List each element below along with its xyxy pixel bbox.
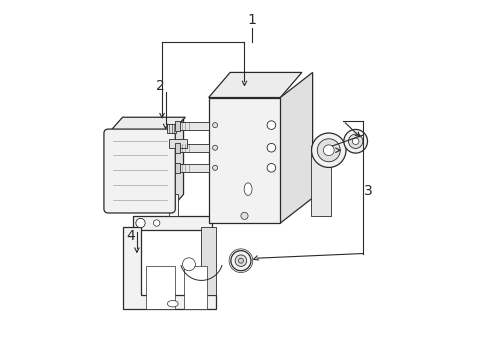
Text: 3: 3 — [363, 184, 372, 198]
Circle shape — [317, 139, 340, 162]
Circle shape — [348, 134, 362, 148]
Bar — [183, 266, 206, 309]
Circle shape — [238, 258, 243, 263]
Bar — [174, 121, 180, 131]
Bar — [133, 216, 212, 230]
Circle shape — [241, 212, 247, 220]
Circle shape — [136, 219, 145, 228]
Circle shape — [153, 220, 160, 226]
Bar — [174, 163, 180, 173]
Circle shape — [352, 138, 358, 144]
Circle shape — [182, 258, 195, 271]
Circle shape — [230, 251, 250, 271]
Circle shape — [212, 145, 217, 150]
Polygon shape — [208, 72, 301, 98]
Circle shape — [212, 165, 217, 170]
Bar — [310, 147, 330, 216]
Text: 2: 2 — [156, 79, 164, 93]
Bar — [208, 98, 280, 223]
Bar — [311, 145, 319, 156]
Circle shape — [235, 255, 246, 266]
Bar — [167, 125, 176, 134]
Circle shape — [266, 163, 275, 172]
FancyBboxPatch shape — [104, 129, 175, 213]
Ellipse shape — [167, 301, 178, 307]
Circle shape — [266, 143, 275, 152]
Bar — [169, 194, 178, 216]
Polygon shape — [169, 139, 187, 148]
Bar — [178, 164, 208, 172]
Circle shape — [311, 133, 346, 167]
Bar — [178, 122, 208, 130]
Polygon shape — [122, 226, 215, 309]
Text: 1: 1 — [247, 13, 256, 27]
Circle shape — [343, 130, 367, 153]
Bar — [201, 226, 215, 295]
Bar — [178, 144, 208, 152]
Ellipse shape — [244, 183, 251, 195]
Text: 4: 4 — [126, 229, 135, 243]
Circle shape — [212, 123, 217, 128]
Bar — [174, 143, 180, 153]
Polygon shape — [280, 72, 312, 223]
Polygon shape — [108, 117, 185, 134]
Bar — [145, 266, 174, 309]
Circle shape — [266, 121, 275, 130]
Polygon shape — [171, 119, 183, 209]
Circle shape — [323, 145, 333, 156]
